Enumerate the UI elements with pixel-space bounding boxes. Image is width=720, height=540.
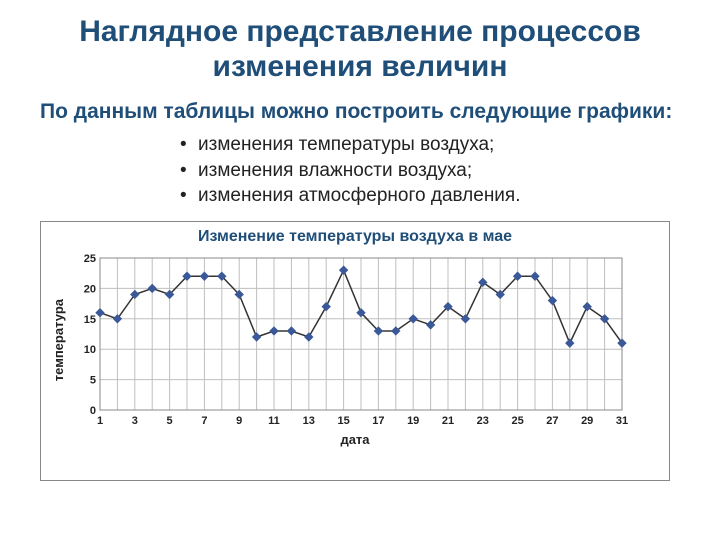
svg-text:9: 9 <box>236 415 242 427</box>
svg-text:11: 11 <box>268 415 280 427</box>
svg-text:13: 13 <box>303 415 315 427</box>
chart-ylabel: температура <box>51 299 66 381</box>
bullet-item: изменения влажности воздуха; <box>180 158 680 184</box>
chart-svg: 0510152025135791113151719212325272931 <box>70 250 630 430</box>
slide-subtitle: По данным таблицы можно построить следую… <box>40 99 680 124</box>
svg-text:5: 5 <box>167 415 173 427</box>
svg-text:25: 25 <box>84 253 96 265</box>
bullet-list: изменения температуры воздуха; изменения… <box>40 132 680 209</box>
svg-text:27: 27 <box>546 415 558 427</box>
bullet-item: изменения атмосферного давления. <box>180 183 680 209</box>
chart-xlabel: дата <box>51 432 659 447</box>
svg-text:29: 29 <box>581 415 593 427</box>
svg-text:31: 31 <box>616 415 628 427</box>
svg-text:25: 25 <box>511 415 523 427</box>
chart-container: Изменение температуры воздуха в мае темп… <box>40 221 670 481</box>
svg-text:1: 1 <box>97 415 103 427</box>
svg-text:20: 20 <box>84 283 96 295</box>
svg-text:0: 0 <box>90 405 96 417</box>
svg-text:5: 5 <box>90 374 96 386</box>
svg-text:21: 21 <box>442 415 454 427</box>
chart-title: Изменение температуры воздуха в мае <box>51 228 659 246</box>
svg-text:19: 19 <box>407 415 419 427</box>
svg-text:3: 3 <box>132 415 138 427</box>
svg-text:17: 17 <box>372 415 384 427</box>
svg-text:23: 23 <box>477 415 489 427</box>
svg-text:10: 10 <box>84 344 96 356</box>
chart-plot-wrap: температура 0510152025135791113151719212… <box>51 250 659 430</box>
slide-title: Наглядное представление процессов измене… <box>40 14 680 85</box>
svg-text:15: 15 <box>337 415 349 427</box>
bullet-item: изменения температуры воздуха; <box>180 132 680 158</box>
slide: Наглядное представление процессов измене… <box>0 0 720 540</box>
svg-text:15: 15 <box>84 314 96 326</box>
svg-text:7: 7 <box>201 415 207 427</box>
